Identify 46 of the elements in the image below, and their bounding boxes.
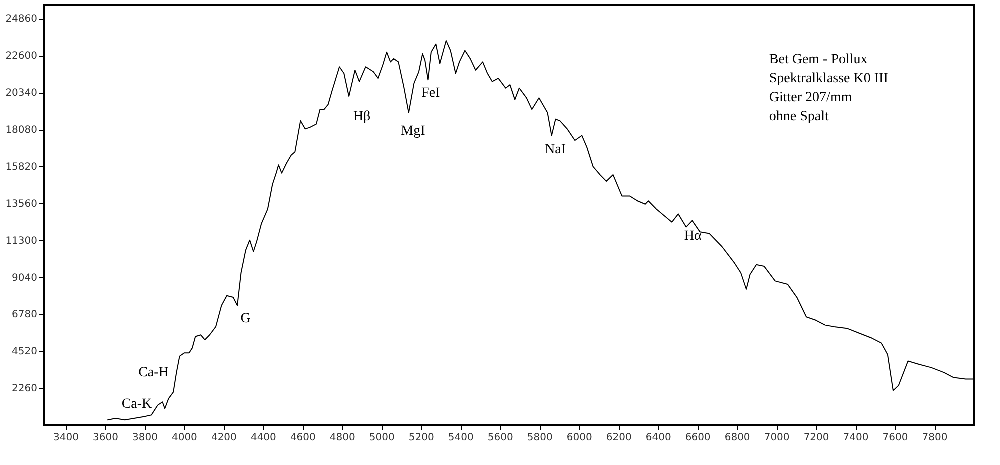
x-tick-label: 4000 [172, 432, 198, 444]
y-tick-label: 24860 [6, 14, 38, 26]
y-tick-label: 2260 [12, 384, 38, 395]
annotation: ohne Spalt [769, 109, 830, 124]
y-tick-label: 9040 [12, 272, 38, 284]
x-tick-label: 5200 [408, 432, 434, 444]
annotation: NaI [545, 142, 566, 158]
x-tick-label: 6400 [646, 432, 672, 444]
annotation: FeI [422, 86, 441, 102]
x-tick-label: 4800 [330, 432, 356, 444]
annotation: Bet Gem - Pollux [769, 52, 868, 68]
y-tick-label: 18080 [6, 125, 38, 136]
annotation: Ca-K [122, 397, 152, 412]
y-tick-label: 13560 [6, 198, 38, 210]
y-tick-label: 15820 [6, 162, 38, 173]
y-tick-label: 22600 [6, 51, 38, 62]
annotation: Hβ [353, 109, 371, 124]
x-tick-label: 6200 [606, 432, 632, 444]
annotation: Ca-H [138, 366, 169, 380]
x-tick-label: 5000 [369, 432, 395, 444]
x-tick-label: 6800 [724, 432, 750, 444]
x-tick-label: 3800 [132, 432, 158, 444]
x-tick-label: 6600 [685, 432, 711, 444]
annotation: Hα [684, 229, 703, 244]
x-tick-label: 3400 [53, 432, 79, 444]
annotation: MgI [401, 124, 426, 139]
x-tick-label: 6000 [566, 432, 592, 444]
x-tick-label: 5800 [527, 432, 553, 444]
x-tick-label: 7000 [764, 432, 790, 444]
x-tick-label: 3600 [92, 432, 118, 444]
x-tick-label: 7600 [882, 432, 908, 444]
annotation: Spektralklasse K0 III [769, 72, 889, 86]
x-tick-label: 4600 [290, 432, 316, 444]
x-tick-label: 5400 [448, 432, 474, 444]
annotation: Gitter 207/mm [769, 90, 852, 106]
x-tick-label: 5600 [488, 432, 514, 444]
x-tick-label: 7400 [843, 432, 869, 444]
annotation: G [240, 311, 251, 326]
y-tick-label: 20340 [6, 88, 38, 100]
y-tick-label: 6780 [12, 310, 38, 321]
x-tick-label: 7200 [804, 432, 830, 444]
x-tick-label: 7800 [922, 432, 948, 444]
y-tick-label: 11300 [6, 236, 38, 247]
x-tick-label: 4400 [250, 432, 276, 444]
x-tick-label: 4200 [211, 432, 237, 444]
y-tick-label: 4520 [12, 346, 38, 358]
